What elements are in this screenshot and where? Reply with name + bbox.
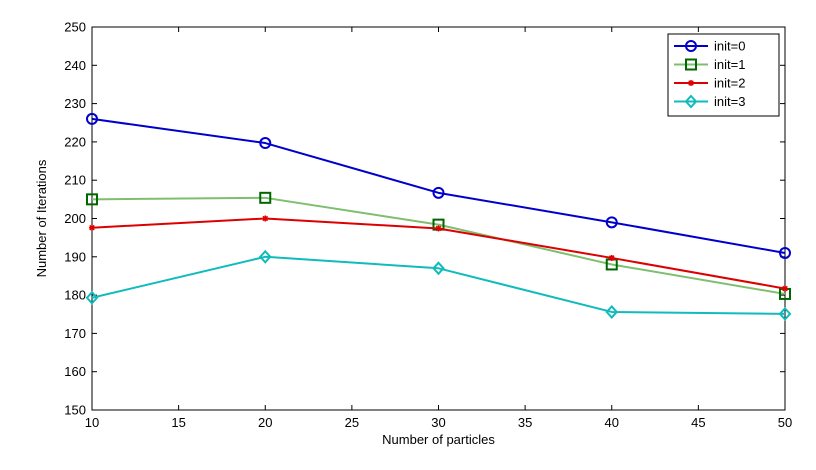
asterisk-marker [89,224,95,231]
diamond-marker [258,249,272,264]
axis-ticks: 10 15 20 25 30 35 40 45 50 150 160 170 180 190 200 210 2… [64,20,792,431]
circle-marker [86,112,98,125]
legend: init=0 init=1 init=2 init=3 [667,33,780,117]
circle-marker [685,40,697,52]
y-tick-label: 150 [64,403,86,418]
diamond-marker [684,94,698,109]
y-tick-label: 210 [64,173,86,188]
legend-label: init=3 [714,94,745,109]
series-layer [85,112,792,321]
square-marker [86,193,98,206]
legend-entry: init=0 [674,39,745,54]
square-marker [685,58,697,71]
asterisk-marker [688,80,694,86]
series-line [91,196,786,295]
series-init-3 [85,249,792,321]
series-init-0 [86,112,791,259]
x-tick-label: 15 [171,415,185,430]
asterisk-marker [262,215,269,222]
x-tick-label: 40 [605,415,619,430]
asterisk-marker [608,254,615,261]
y-axis-label: Number of Iterations [34,159,49,277]
legend-entry: init=1 [674,57,745,72]
square-marker [259,191,272,204]
asterisk-marker [782,285,788,292]
y-tick-label: 230 [64,96,86,111]
x-tick-label: 25 [345,415,359,430]
x-tick-label: 35 [518,415,532,430]
diamond-marker [778,306,792,321]
y-tick-label: 220 [64,134,86,149]
circle-marker [605,216,618,229]
x-tick-label: 50 [778,415,792,430]
series-init-2 [89,215,788,292]
series-line [91,117,786,254]
series-init-1 [86,191,791,300]
series-line [91,255,786,315]
y-tick-label: 190 [64,249,86,264]
diamond-marker [85,290,99,305]
circle-marker [779,246,791,259]
diamond-marker [605,304,619,319]
legend-label: init=2 [714,76,745,91]
y-tick-label: 240 [64,58,86,73]
x-axis-label: Number of particles [382,432,495,447]
y-tick-label: 170 [64,326,86,341]
legend-label: init=0 [714,39,745,54]
circle-marker [259,137,272,150]
y-tick-label: 180 [64,288,86,303]
legend-entry: init=3 [674,94,745,109]
circle-marker [432,186,445,199]
x-tick-label: 45 [691,415,705,430]
x-tick-label: 10 [85,415,99,430]
y-tick-label: 200 [64,211,86,226]
x-tick-label: 20 [258,415,272,430]
y-tick-label: 160 [64,364,86,379]
y-tick-label: 250 [64,20,86,35]
x-tick-label: 30 [431,415,445,430]
diamond-marker [432,261,445,276]
legend-entry: init=2 [674,76,745,91]
asterisk-marker [435,225,442,232]
legend-label: init=1 [714,57,745,72]
